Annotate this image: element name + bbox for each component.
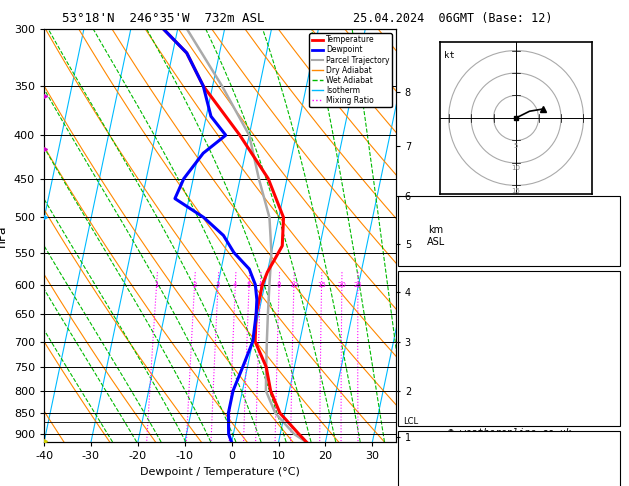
Text: 15: 15 (317, 282, 326, 288)
Text: Surface: Surface (487, 273, 531, 283)
Text: K: K (405, 199, 411, 209)
Y-axis label: km
ASL: km ASL (427, 225, 445, 246)
Text: 80: 80 (603, 381, 616, 391)
X-axis label: Dewpoint / Temperature (°C): Dewpoint / Temperature (°C) (140, 467, 300, 477)
Text: 8: 8 (277, 282, 281, 288)
Text: 10: 10 (289, 282, 298, 288)
Text: 0: 0 (610, 316, 616, 326)
Text: 309: 309 (597, 338, 616, 348)
Text: 0: 0 (610, 402, 616, 412)
Text: CAPE (J): CAPE (J) (405, 381, 455, 391)
Text: 1.16: 1.16 (591, 242, 616, 252)
Text: 5: 5 (247, 282, 252, 288)
FancyBboxPatch shape (398, 196, 620, 266)
Text: 16.3: 16.3 (591, 295, 616, 305)
Text: PW (cm): PW (cm) (405, 242, 448, 252)
Text: Totals Totals: Totals Totals (405, 221, 486, 230)
FancyBboxPatch shape (398, 271, 620, 426)
Text: © weatheronline.co.uk: © weatheronline.co.uk (448, 428, 571, 438)
Text: Pressure (mb): Pressure (mb) (405, 455, 486, 465)
Text: 309: 309 (597, 477, 616, 486)
Text: CIN (J): CIN (J) (405, 402, 448, 412)
Legend: Temperature, Dewpoint, Parcel Trajectory, Dry Adiabat, Wet Adiabat, Isotherm, Mi: Temperature, Dewpoint, Parcel Trajectory… (309, 33, 392, 107)
Text: 2: 2 (192, 282, 197, 288)
Text: Temp (°C): Temp (°C) (405, 295, 461, 305)
Text: 1: 1 (154, 282, 159, 288)
Text: 25.04.2024  06GMT (Base: 12): 25.04.2024 06GMT (Base: 12) (353, 12, 553, 25)
Text: 20: 20 (337, 282, 347, 288)
Text: 3: 3 (216, 282, 220, 288)
Text: θₑ (K): θₑ (K) (405, 477, 442, 486)
Text: 25: 25 (353, 282, 362, 288)
Text: 4: 4 (233, 282, 238, 288)
Text: 23: 23 (603, 199, 616, 209)
Text: 918: 918 (597, 455, 616, 465)
Text: 2: 2 (610, 359, 616, 369)
Text: 48: 48 (603, 221, 616, 230)
Text: Dewp (°C): Dewp (°C) (405, 316, 461, 326)
Text: 53°18'N  246°35'W  732m ASL: 53°18'N 246°35'W 732m ASL (62, 12, 265, 25)
Text: LCL: LCL (403, 417, 418, 426)
Text: Lifted Index: Lifted Index (405, 359, 480, 369)
Y-axis label: hPa: hPa (0, 225, 8, 247)
Text: Most Unstable: Most Unstable (469, 434, 550, 444)
Text: θₑ(K): θₑ(K) (405, 338, 436, 348)
Text: 6: 6 (259, 282, 263, 288)
FancyBboxPatch shape (398, 431, 620, 486)
